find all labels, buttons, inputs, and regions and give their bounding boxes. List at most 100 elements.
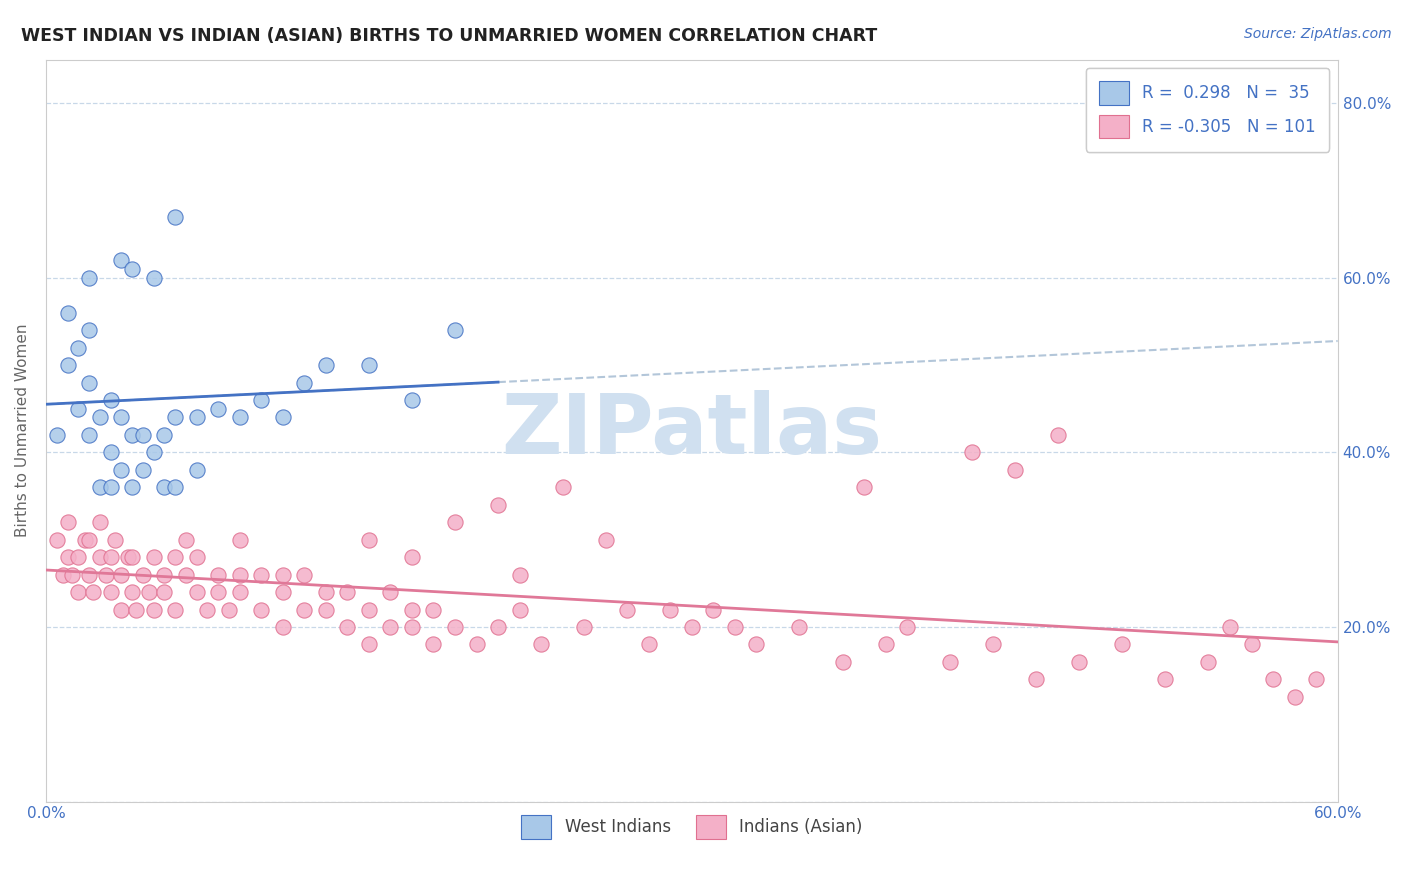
Point (121, 585, 143, 599)
Point (96, 567, 118, 582)
Point (142, 602, 165, 616)
Point (186, 585, 208, 599)
Point (110, 253, 132, 268)
Point (104, 533, 127, 547)
Point (1046, 428, 1069, 442)
Point (357, 637, 380, 651)
Text: Source: ZipAtlas.com: Source: ZipAtlas.com (1244, 27, 1392, 41)
Point (77, 567, 100, 582)
Point (357, 358, 380, 372)
Point (67, 341, 90, 355)
Point (100, 480, 122, 494)
Point (1240, 637, 1263, 651)
Point (218, 602, 240, 616)
Point (110, 602, 132, 616)
Point (486, 498, 509, 512)
Point (228, 410, 250, 425)
Point (315, 358, 337, 372)
Point (1284, 690, 1306, 704)
Point (67, 585, 90, 599)
Point (551, 480, 574, 494)
Point (1219, 620, 1241, 634)
Point (444, 323, 467, 337)
Point (831, 655, 853, 669)
Point (939, 655, 962, 669)
Point (875, 637, 897, 651)
Point (271, 585, 294, 599)
Point (681, 620, 703, 634)
Point (336, 585, 359, 599)
Point (77, 323, 100, 337)
Point (153, 567, 176, 582)
Point (45, 533, 67, 547)
Point (509, 567, 531, 582)
Point (207, 567, 229, 582)
Point (165, 602, 187, 616)
Point (132, 428, 155, 442)
Point (595, 533, 617, 547)
Point (132, 567, 155, 582)
Point (186, 463, 208, 477)
Point (165, 210, 187, 224)
Point (67, 550, 90, 565)
Point (292, 567, 315, 582)
Point (380, 620, 402, 634)
Point (82, 585, 104, 599)
Point (100, 550, 122, 565)
Point (401, 620, 423, 634)
Point (401, 550, 423, 565)
Point (357, 602, 380, 616)
Point (121, 550, 143, 565)
Point (100, 585, 122, 599)
Point (174, 533, 197, 547)
Legend: West Indians, Indians (Asian): West Indians, Indians (Asian) (515, 808, 869, 846)
Point (250, 392, 273, 407)
Point (228, 533, 250, 547)
Point (271, 567, 294, 582)
Point (250, 567, 273, 582)
Point (228, 567, 250, 582)
Point (89, 410, 111, 425)
Point (422, 602, 444, 616)
Point (401, 392, 423, 407)
Point (56, 515, 79, 529)
Point (271, 410, 294, 425)
Point (110, 567, 132, 582)
Point (138, 585, 160, 599)
Y-axis label: Births to Unmarried Women: Births to Unmarried Women (15, 324, 30, 537)
Point (117, 550, 139, 565)
Point (77, 270, 100, 285)
Point (271, 620, 294, 634)
Point (110, 463, 132, 477)
Point (1198, 655, 1220, 669)
Point (572, 620, 595, 634)
Point (292, 376, 315, 390)
Point (56, 550, 79, 565)
Point (153, 585, 176, 599)
Point (422, 637, 444, 651)
Point (530, 637, 553, 651)
Point (121, 262, 143, 277)
Point (1261, 673, 1284, 687)
Point (142, 270, 165, 285)
Point (89, 515, 111, 529)
Point (659, 602, 682, 616)
Point (207, 401, 229, 416)
Point (165, 550, 187, 565)
Point (165, 480, 187, 494)
Point (250, 602, 273, 616)
Point (77, 376, 100, 390)
Point (110, 410, 132, 425)
Point (1025, 673, 1047, 687)
Point (292, 602, 315, 616)
Point (745, 637, 768, 651)
Point (380, 585, 402, 599)
Text: WEST INDIAN VS INDIAN (ASIAN) BIRTHS TO UNMARRIED WOMEN CORRELATION CHART: WEST INDIAN VS INDIAN (ASIAN) BIRTHS TO … (21, 27, 877, 45)
Point (896, 620, 918, 634)
Point (73, 533, 96, 547)
Point (853, 480, 876, 494)
Point (1305, 673, 1327, 687)
Point (509, 602, 531, 616)
Point (960, 445, 983, 459)
Point (77, 428, 100, 442)
